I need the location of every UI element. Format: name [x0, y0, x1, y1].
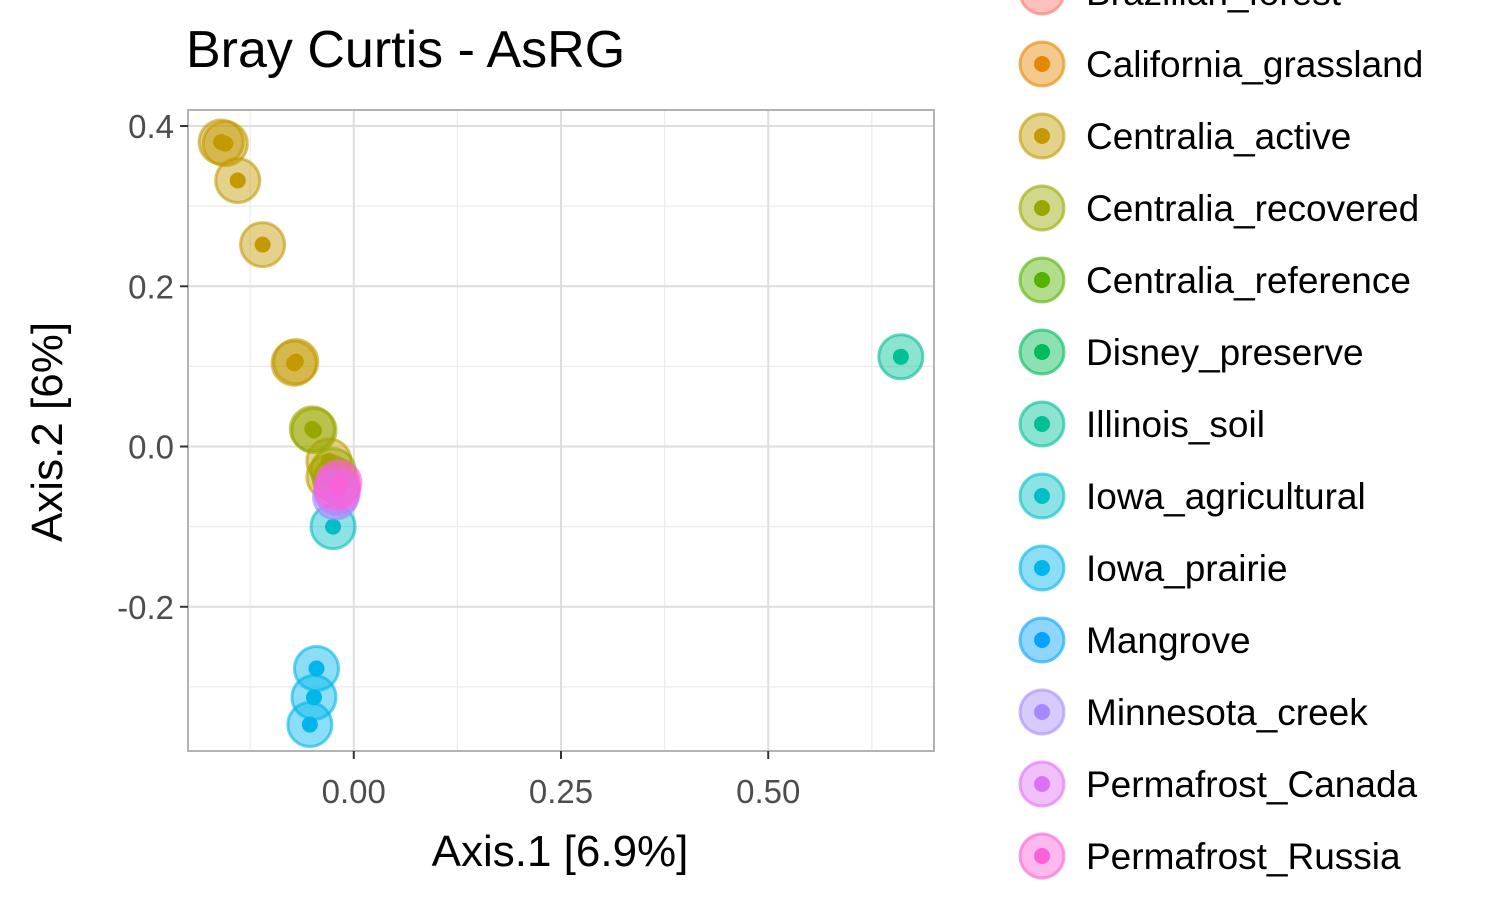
legend-key-core	[1034, 560, 1050, 576]
data-point-core	[286, 355, 303, 372]
legend-label: Centralia_reference	[1086, 260, 1411, 301]
y-tick-label: 0.0	[128, 429, 174, 466]
legend-key-core	[1034, 200, 1050, 216]
legend-label: Brazilian_forest	[1086, 0, 1342, 13]
legend-label: Centralia_active	[1086, 116, 1351, 157]
legend-key-core	[1034, 128, 1050, 144]
data-point-core	[301, 716, 318, 733]
legend-key-core	[1034, 848, 1050, 864]
x-tick-label: 0.00	[322, 773, 386, 810]
chart-title: Bray Curtis - AsRG	[186, 21, 625, 79]
y-tick-label: -0.2	[117, 589, 174, 626]
legend-label: Illinois_soil	[1086, 404, 1265, 445]
legend-key-core	[1034, 56, 1050, 72]
legend-label: Iowa_agricultural	[1086, 476, 1366, 517]
legend-label: Minnesota_creek	[1086, 692, 1368, 733]
data-point-core	[329, 478, 346, 495]
data-point-core	[229, 172, 246, 189]
data-point-core	[254, 236, 271, 253]
x-tick-label: 0.25	[529, 773, 593, 810]
plot-area: 0.00 0.25 0.50 -0.2 0.0 0.2 0.4	[117, 108, 935, 810]
legend-label: Iowa_prairie	[1086, 548, 1288, 589]
x-tick-label: 0.50	[736, 773, 800, 810]
legend-key	[1019, 0, 1065, 16]
x-axis-title: Axis.1 [6.9%]	[432, 827, 689, 876]
legend-key-core	[1034, 704, 1050, 720]
legend-label: Permafrost_Canada	[1086, 764, 1418, 805]
legend-key-core	[1034, 344, 1050, 360]
data-point-core	[305, 422, 322, 439]
legend-label: Mangrove	[1086, 620, 1251, 661]
legend-label: Centralia_recovered	[1086, 188, 1419, 229]
legend-label: Disney_preserve	[1086, 332, 1364, 373]
y-axis-title: Axis.2 [6%]	[23, 322, 72, 542]
legend-label: California_grassland	[1086, 44, 1423, 85]
legend-key-core	[1034, 488, 1050, 504]
legend-key-core	[1034, 416, 1050, 432]
legend-key-core	[1034, 632, 1050, 648]
legend-key-core	[1034, 776, 1050, 792]
y-tick-label: 0.2	[128, 268, 174, 305]
legend-label: Permafrost_Russia	[1086, 836, 1401, 877]
data-point-core	[892, 348, 909, 365]
data-point-core	[217, 135, 234, 152]
legend-key-core	[1034, 272, 1050, 288]
y-tick-label: 0.4	[128, 108, 174, 145]
data-point-core	[308, 660, 325, 677]
data-point-core	[325, 518, 342, 535]
legend: Brazilian_forest California_grassland Cent…	[1018, 0, 1423, 880]
